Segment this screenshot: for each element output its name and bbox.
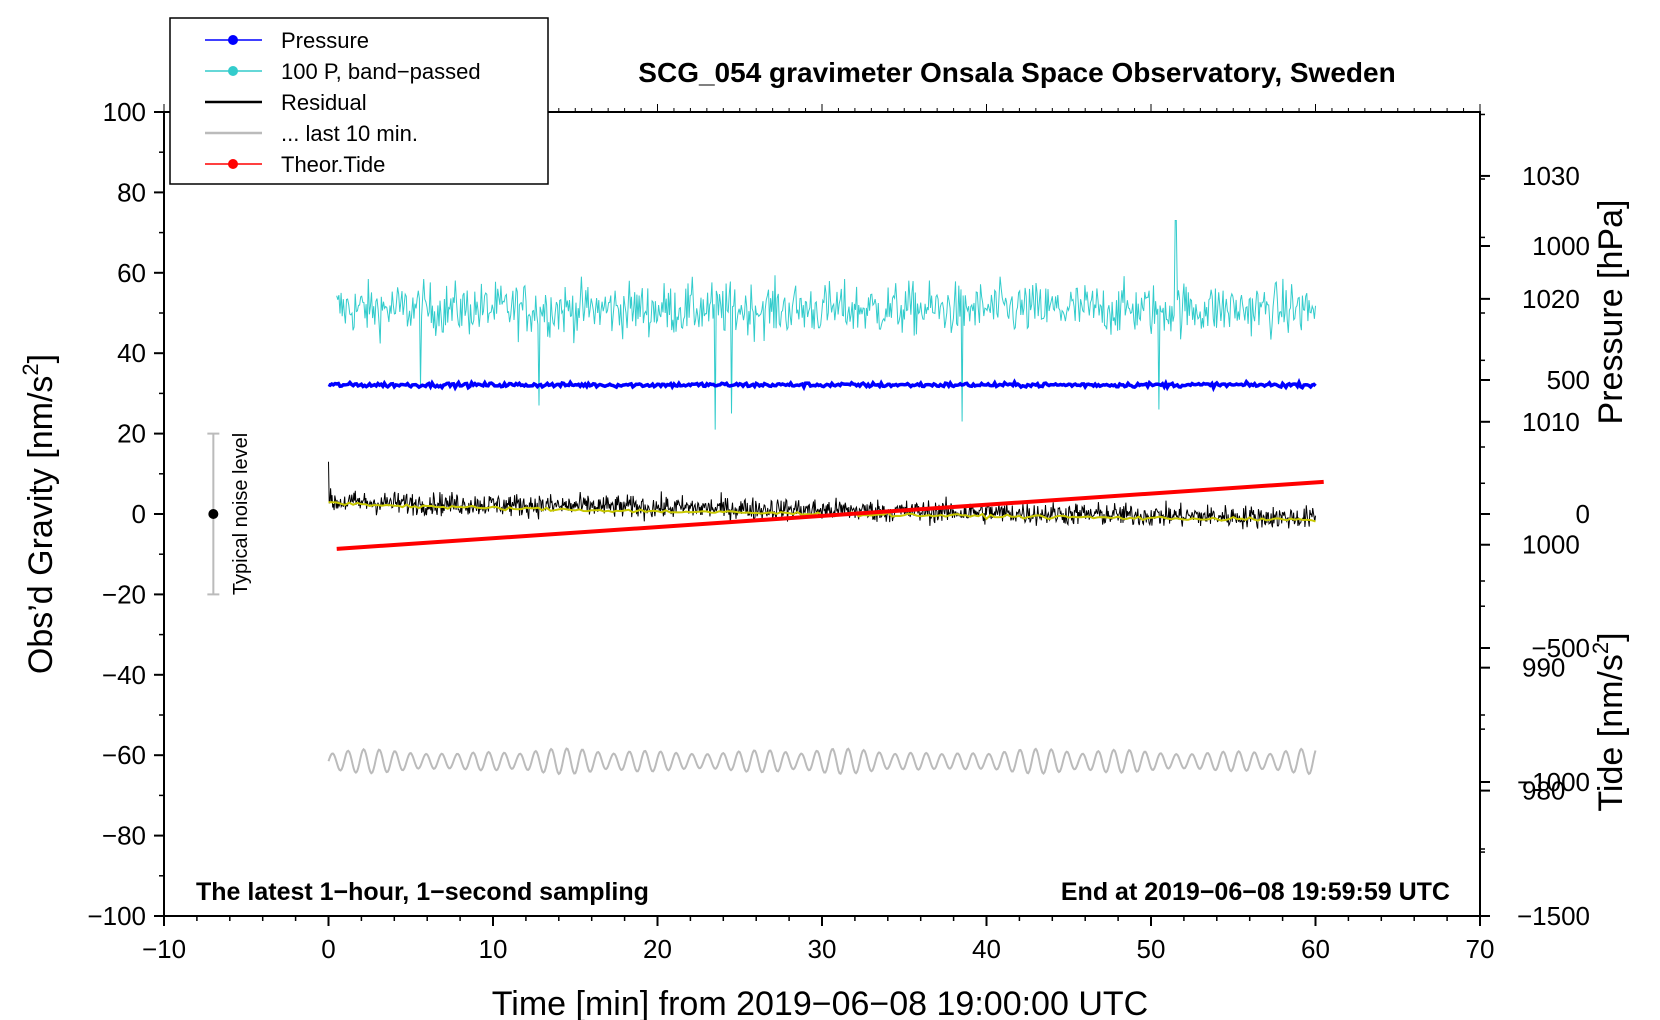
- tide-tick-label: −500: [1531, 633, 1590, 663]
- x-tick-label: 60: [1301, 934, 1330, 964]
- x-tick-label: 10: [479, 934, 508, 964]
- y-left-label-end: ]: [22, 354, 60, 363]
- chart-title: SCG_054 gravimeter Onsala Space Observat…: [638, 57, 1395, 88]
- pressure-tick-label: 990: [1522, 653, 1565, 683]
- x-tick-label: 20: [643, 934, 672, 964]
- legend-marker: [228, 35, 238, 45]
- y-tick-label: −100: [87, 901, 146, 931]
- legend-label: Theor.Tide: [281, 152, 385, 177]
- series-pressure: [327, 377, 1317, 393]
- legend-label: ... last 10 min.: [281, 121, 418, 146]
- series-theoretical-tide: [336, 479, 1324, 551]
- x-tick-label: 30: [808, 934, 837, 964]
- y-left-label-main: Obs’d Gravity [nm/s: [22, 376, 60, 675]
- pressure-tick-label: 1000: [1522, 530, 1580, 560]
- legend: Pressure 100 P, band−passed Residual ... la…: [169, 17, 549, 185]
- y-tick-label: 100: [103, 97, 146, 127]
- y-tick-label: 80: [117, 177, 146, 207]
- legend-label: Pressure: [281, 28, 369, 53]
- tide-label-end: ]: [1592, 632, 1630, 641]
- noise-bar-center: [208, 509, 219, 519]
- tide-tick-label: −1500: [1517, 901, 1590, 931]
- annotation-latest-hour: The latest 1−hour, 1−second sampling: [196, 878, 649, 906]
- legend-marker: [228, 159, 238, 169]
- y-tick-label: −40: [102, 660, 146, 690]
- tide-tick-label: 0: [1576, 499, 1590, 529]
- series-pressure-band-passed: [336, 220, 1316, 430]
- noise-level-label: Typical noise level: [230, 433, 252, 595]
- pressure-tick-label: 1010: [1522, 407, 1580, 437]
- legend-marker: [228, 66, 238, 76]
- series-residual: [328, 461, 1316, 530]
- tide-tick-label: 1000: [1532, 231, 1590, 261]
- x-tick-label: 70: [1466, 934, 1495, 964]
- legend-label: Residual: [281, 90, 367, 115]
- y-tick-label: −80: [102, 821, 146, 851]
- y-axis-tide: 1000 500 0 −500 −1000 −1500: [1480, 178, 1590, 931]
- tide-label-sup: 2: [1588, 642, 1613, 654]
- tide-label-main: Tide [nm/s: [1592, 654, 1630, 811]
- y-axis-pressure-label: Pressure [hPa]: [1592, 200, 1630, 425]
- series-last-10-min: [327, 747, 1317, 776]
- tide-tick-label: −1000: [1517, 767, 1590, 797]
- pressure-tick-label: 1020: [1522, 284, 1580, 314]
- pressure-tick-label: 980: [1522, 776, 1565, 806]
- plot-lines: [327, 220, 1324, 776]
- y-axis-tide-label: Tide [nm/s2]: [1588, 632, 1630, 811]
- y-tick-label: 0: [132, 499, 146, 529]
- y-tick-label: −20: [102, 579, 146, 609]
- y-axis-left-label: Obs’d Gravity [nm/s2]: [18, 354, 60, 674]
- x-axis: −10 0 10 20 30 40 50 60 70: [142, 104, 1495, 964]
- y-tick-label: 20: [117, 419, 146, 449]
- y-axis-gravity: 100 80 60 40 20 0 −20 −40 −60 −80 −100: [87, 97, 164, 931]
- y-tick-label: −60: [102, 740, 146, 770]
- x-tick-label: −10: [142, 934, 186, 964]
- x-tick-label: 0: [321, 934, 335, 964]
- legend-label: 100 P, band−passed: [281, 59, 481, 84]
- x-tick-label: 50: [1137, 934, 1166, 964]
- y-left-label-sup: 2: [18, 363, 43, 375]
- y-tick-label: 40: [117, 338, 146, 368]
- annotation-end-time: End at 2019−06−08 19:59:59 UTC: [1061, 878, 1450, 906]
- tide-tick-label: 500: [1547, 365, 1590, 395]
- x-tick-label: 40: [972, 934, 1001, 964]
- y-tick-label: 60: [117, 258, 146, 288]
- pressure-tick-label: 1030: [1522, 161, 1580, 191]
- y-axis-pressure: 1030 1020 1010 1000 990 980: [1480, 113, 1580, 853]
- noise-level-indicator: [207, 432, 220, 596]
- x-axis-label: Time [min] from 2019−06−08 19:00:00 UTC: [492, 985, 1148, 1020]
